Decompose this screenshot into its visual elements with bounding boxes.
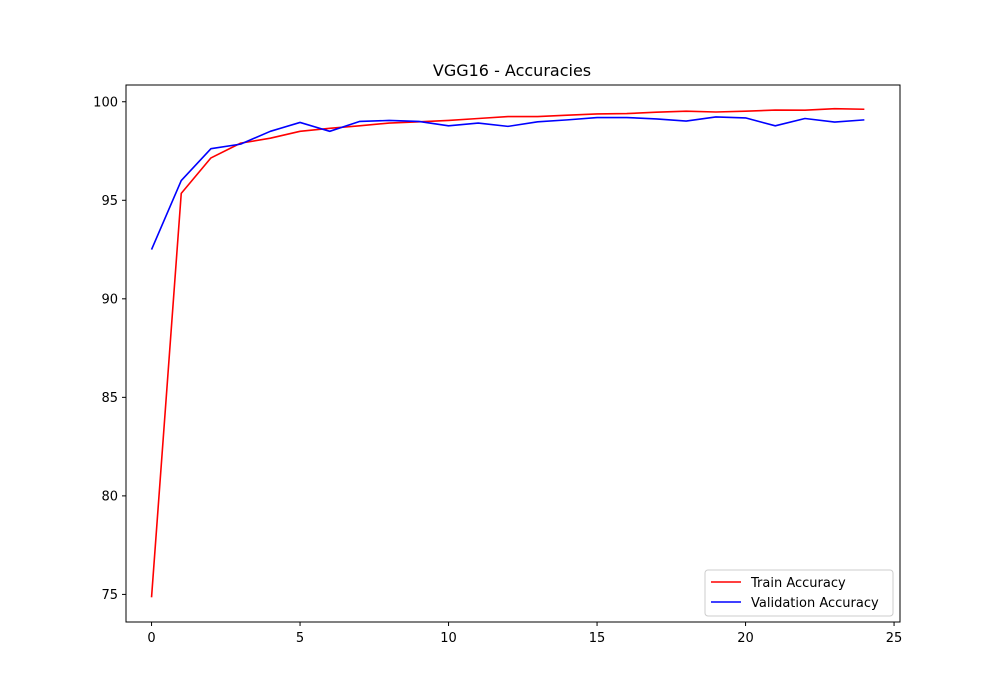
x-tick-label: 20	[737, 631, 754, 646]
series-line-train-accuracy	[150, 107, 865, 598]
legend: Train Accuracy Validation Accuracy	[704, 569, 894, 617]
y-tick-label: 100	[93, 95, 118, 110]
y-tick-label: 90	[101, 292, 118, 307]
legend-box	[704, 569, 894, 617]
y-tick-label: 95	[101, 194, 118, 209]
x-tick-label: 0	[147, 631, 155, 646]
x-tick-label: 10	[440, 631, 457, 646]
legend-label-validation: Validation Accuracy	[751, 596, 879, 611]
legend-label-train: Train Accuracy	[750, 576, 846, 591]
x-tick-label: 25	[886, 631, 903, 646]
y-tick-label: 75	[101, 588, 118, 603]
plot-area: 0 5 10 15 20 25 75 80 85 90 95 100	[93, 84, 903, 646]
series-line-validation-accuracy	[150, 116, 865, 250]
y-tick-label: 80	[101, 489, 118, 504]
axes-frame	[125, 84, 901, 623]
y-tick-label: 85	[101, 391, 118, 406]
x-tick-label: 15	[589, 631, 606, 646]
x-tick-label: 5	[296, 631, 304, 646]
chart-title: VGG16 - Accuracies	[433, 61, 591, 80]
